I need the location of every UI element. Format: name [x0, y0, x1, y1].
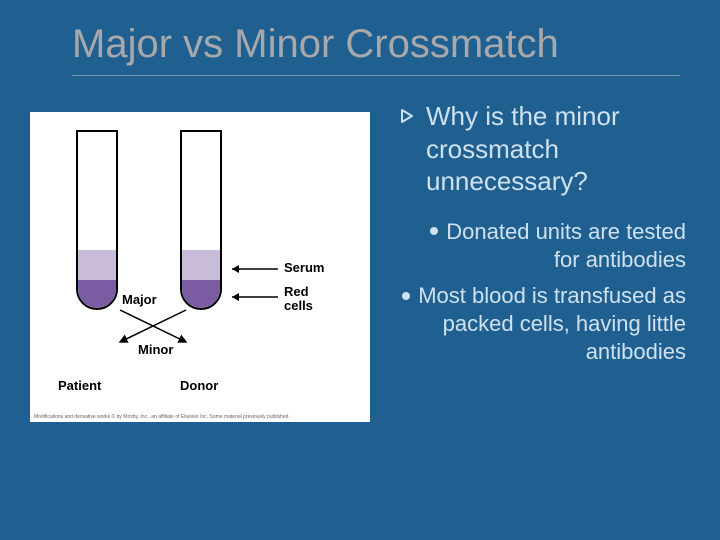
label-cells: cells: [284, 298, 313, 313]
label-major: Major: [122, 292, 157, 307]
answer-item: Most blood is transfused as packed cells…: [400, 282, 686, 366]
label-patient: Patient: [58, 378, 101, 393]
question-text: Why is the minor crossmatch unnecessary?: [426, 100, 686, 198]
redcells-pointer-icon: [226, 290, 280, 304]
answers-block: Donated units are tested for antibodies …: [400, 218, 686, 367]
chevron-right-icon: [400, 108, 416, 124]
answer-item: Donated units are tested for antibodies: [400, 218, 686, 274]
bullet-icon: [402, 292, 410, 300]
question-row: Why is the minor crossmatch unnecessary?: [400, 100, 686, 198]
label-donor: Donor: [180, 378, 218, 393]
answer-text: Donated units are tested for antibodies: [446, 219, 686, 272]
serum-pointer-icon: [226, 262, 280, 276]
bullet-icon: [430, 227, 438, 235]
crossmatch-diagram: Major Minor Serum Red cells Patient Dono…: [30, 112, 370, 422]
label-minor: Minor: [138, 342, 173, 357]
label-red: Red: [284, 284, 309, 299]
tube-donor: [180, 130, 222, 310]
tube-patient: [76, 130, 118, 310]
tube-a-rbc: [78, 280, 116, 308]
slide-title: Major vs Minor Crossmatch: [72, 22, 680, 76]
answer-text: Most blood is transfused as packed cells…: [418, 283, 686, 364]
tube-b-serum: [182, 250, 220, 284]
label-serum: Serum: [284, 260, 324, 275]
text-content: Why is the minor crossmatch unnecessary?…: [400, 100, 686, 374]
diagram-copyright: Modifications and derivative works © by …: [34, 414, 290, 420]
tube-a-serum: [78, 250, 116, 284]
